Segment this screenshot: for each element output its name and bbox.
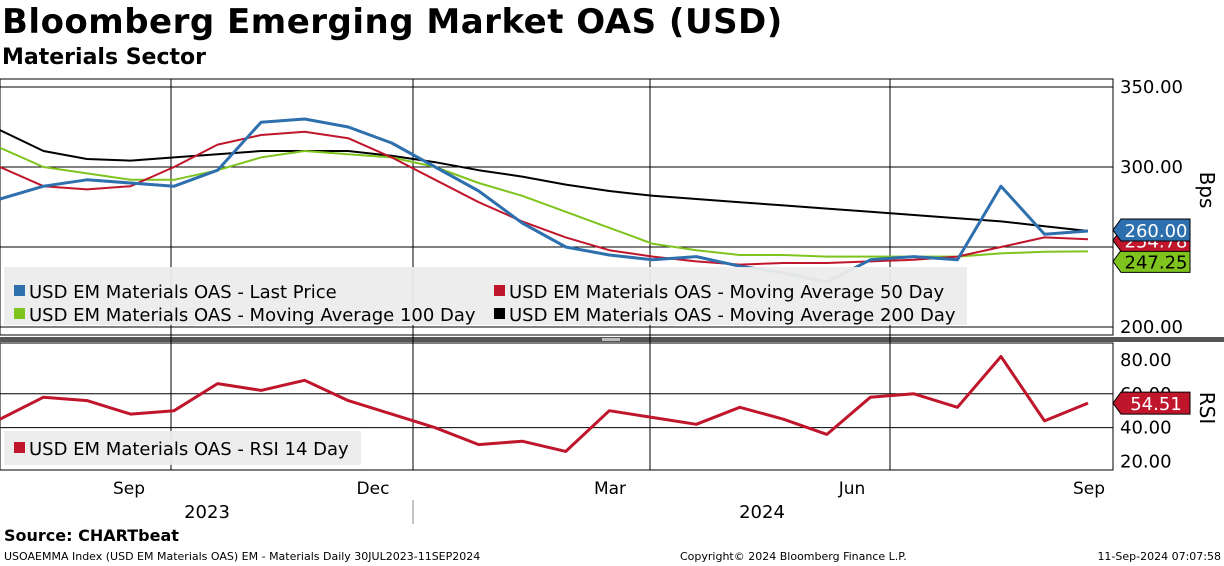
legend-swatch-ma200: [494, 308, 505, 319]
legend-swatch-ma50: [494, 285, 505, 296]
last-price-line: [0, 117, 1089, 284]
price-legend: USD EM Materials OAS - Last Price USD EM…: [4, 267, 967, 326]
ma50-line: [0, 130, 1089, 266]
copyright: Copyright© 2024 Bloomberg Finance L.P.: [680, 550, 907, 563]
last-price-tag: [1112, 218, 1191, 242]
separator-grip[interactable]: [602, 338, 620, 341]
rsi-y-tick-40: 40.00: [1120, 418, 1172, 439]
ma100-tag: [1112, 249, 1191, 273]
chart-title: Bloomberg Emerging Market OAS (USD): [2, 2, 783, 42]
source-note: Source: CHARTbeat: [4, 526, 179, 545]
x-label-sep-2024: Sep: [1073, 479, 1105, 499]
chart-subtitle: Materials Sector: [2, 45, 206, 70]
timestamp: 11-Sep-2024 07:07:58: [1097, 550, 1221, 563]
ticker-info: USOAEMMA Index (USD EM Materials OAS) EM…: [4, 550, 481, 563]
legend-label-ma50: USD EM Materials OAS - Moving Average 50…: [509, 282, 944, 303]
price-y-tick-350: 350.00: [1120, 77, 1183, 98]
x-label-year-2024: 2024: [739, 502, 785, 523]
last-price-tag-value: 260.00: [1125, 221, 1188, 242]
rsi-legend: USD EM Materials OAS - RSI 14 Day: [4, 431, 361, 465]
price-y-tick-300: 300.00: [1120, 157, 1183, 178]
legend-swatch-ma100: [14, 308, 25, 319]
legend-swatch-rsi: [14, 442, 25, 453]
ma200-line: [0, 129, 1089, 232]
x-label-jun: Jun: [838, 479, 866, 499]
rsi-line: [0, 355, 1089, 453]
legend-label-rsi: USD EM Materials OAS - RSI 14 Day: [29, 439, 349, 460]
x-label-year-2023: 2023: [184, 502, 230, 523]
x-label-sep-2023: Sep: [113, 479, 145, 499]
legend-label-ma100: USD EM Materials OAS - Moving Average 10…: [29, 305, 476, 326]
legend-swatch-last-price: [14, 285, 25, 296]
price-y-tick-200: 200.00: [1120, 317, 1183, 338]
y-axis-title-rsi: RSI: [1195, 392, 1219, 425]
ma100-tag-value: 247.25: [1125, 252, 1188, 273]
legend-label-ma200: USD EM Materials OAS - Moving Average 20…: [509, 305, 956, 326]
x-label-mar: Mar: [594, 479, 626, 499]
rsi-y-tick-20: 20.00: [1120, 452, 1172, 473]
x-label-dec: Dec: [357, 479, 390, 499]
rsi-y-tick-80: 80.00: [1120, 350, 1172, 371]
y-axis-title-bps: Bps: [1195, 172, 1219, 209]
rsi-tag-value: 54.51: [1130, 394, 1182, 415]
legend-label-last-price: USD EM Materials OAS - Last Price: [29, 282, 337, 303]
rsi-tag: [1112, 391, 1191, 415]
